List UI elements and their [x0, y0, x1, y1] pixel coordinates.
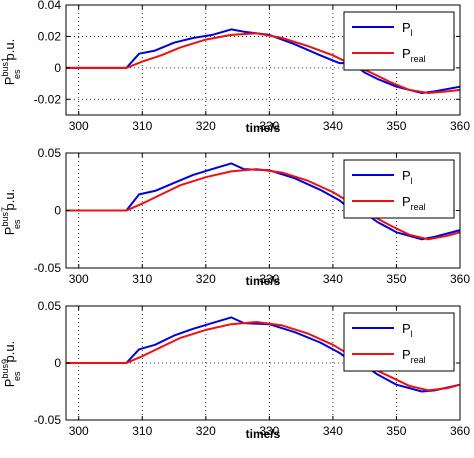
y-tick-label: -0.05	[34, 413, 62, 427]
x-axis-label: time/s	[246, 274, 281, 288]
x-tick-label: 310	[132, 272, 152, 286]
x-tick-label: 360	[450, 424, 470, 438]
series-line-P_real	[66, 168, 461, 241]
legend-label: Preal	[402, 194, 426, 212]
axes-frame	[65, 4, 461, 116]
y-tick-label: -0.05	[34, 261, 62, 275]
y-tick-label: 0.04	[38, 0, 62, 12]
x-tick-label: 360	[450, 272, 470, 286]
legend-label: Preal	[402, 347, 426, 365]
x-tick-label: 320	[196, 424, 216, 438]
x-tick-label: 350	[386, 119, 406, 133]
y-tick-label: 0.05	[38, 146, 62, 160]
x-tick-label: 340	[323, 119, 343, 133]
x-tick-label: 320	[196, 272, 216, 286]
y-tick-label: 0.05	[38, 299, 62, 313]
y-axis-label: Pbus7 esp.u.	[0, 189, 22, 235]
legend-box	[343, 11, 455, 71]
x-axis-label: time/s	[246, 427, 281, 441]
y-axis-label: Pbus9 esp.u.	[0, 341, 22, 387]
y-tick-label: 0	[54, 61, 61, 75]
x-tick-label: 300	[69, 119, 89, 133]
x-tick-label: 360	[450, 119, 470, 133]
y-tick-label: 0.02	[38, 29, 62, 43]
legend-box	[343, 159, 455, 219]
x-tick-label: 310	[132, 424, 152, 438]
legend-box	[343, 312, 455, 372]
y-tick-label: 0	[54, 356, 61, 370]
legend-label: Pl	[402, 321, 413, 339]
x-tick-label: 300	[69, 272, 89, 286]
panel-middle: 300 310 320 330 340 350 360 0.05 0 -0.05 time/s Pbu…	[0, 146, 470, 288]
x-tick-label: 340	[323, 272, 343, 286]
x-tick-label: 330	[259, 119, 279, 133]
x-tick-label: 320	[196, 119, 216, 133]
series-line-P_l	[66, 162, 461, 241]
legend-label: Pl	[402, 20, 413, 38]
y-tick-label: 0	[54, 204, 61, 218]
x-tick-label: 340	[323, 424, 343, 438]
x-tick-label: 350	[386, 272, 406, 286]
panel-bottom: 300 310 320 330 340 350 360 0.05 0 -0.05 time/s Pbu…	[0, 299, 470, 441]
y-tick-label: -0.02	[34, 92, 62, 106]
x-axis-label: time/s	[246, 121, 281, 135]
x-tick-label: 310	[132, 119, 152, 133]
series-line-P_l	[66, 316, 461, 393]
legend-label: Preal	[402, 46, 426, 64]
panel-top: 300 310 320 330 340 350 360 0.04 0.02 0 -0.02 time/…	[0, 0, 470, 135]
x-tick-label: 330	[259, 272, 279, 286]
y-axis-label: Pbus1 esp.u.	[0, 39, 22, 85]
series-line-P_real	[66, 321, 461, 392]
x-tick-label: 300	[69, 424, 89, 438]
x-tick-label: 330	[259, 424, 279, 438]
series-line-P_real	[66, 32, 461, 94]
legend-label: Pl	[402, 168, 413, 186]
series-line-P_l	[66, 28, 461, 94]
x-tick-label: 350	[386, 424, 406, 438]
